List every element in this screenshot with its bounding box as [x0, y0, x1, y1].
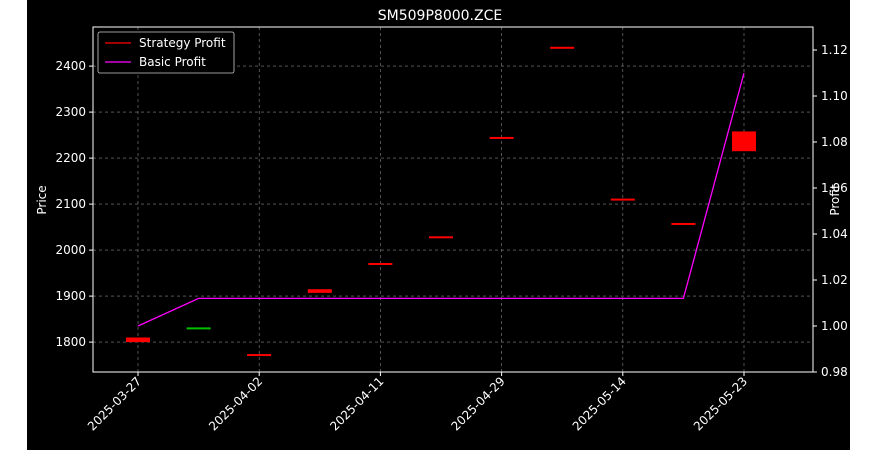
candle-body: [671, 222, 696, 225]
y2-tick-label: 1.02: [821, 273, 848, 287]
chart-figure: 2025-03-27 2025-04-02 2025-04-11 2025-04-29…: [27, 0, 850, 450]
x-tick-label: 2025-04-29: [449, 374, 508, 433]
y2-axis-ticks: 0.98 1.00 1.02 1.04 1.06 1.08 1.10 1.12: [813, 43, 848, 379]
y-tick-label: 1800: [55, 335, 86, 349]
legend: Strategy Profit Basic Profit: [97, 31, 235, 74]
candle-body: [550, 46, 575, 49]
x-tick-label: 2025-04-02: [206, 374, 265, 433]
x-tick-label: 2025-05-23: [691, 374, 750, 433]
legend-basic-label: Basic Profit: [139, 55, 206, 69]
y2-tick-label: 1.06: [821, 181, 848, 195]
candlesticks: [126, 46, 756, 357]
y2-tick-label: 0.98: [821, 365, 848, 379]
x-tick-label: 2025-05-14: [570, 374, 629, 433]
y-axis-ticks: 1800 1900 2000 2100 2200 2300 2400: [55, 59, 93, 349]
y2-axis-label: Profit: [828, 184, 842, 216]
y2-tick-label: 1.00: [821, 319, 848, 333]
x-tick-label: 2025-03-27: [85, 374, 144, 433]
candle-body: [429, 236, 453, 239]
candle-body: [126, 337, 150, 343]
candle-body: [186, 327, 211, 330]
x-tick-label: 2025-04-11: [327, 374, 386, 433]
y-tick-label: 2200: [55, 151, 86, 165]
grid-lines: [93, 27, 813, 372]
candle-body: [489, 136, 514, 139]
y-tick-label: 2100: [55, 197, 86, 211]
y-tick-label: 2000: [55, 243, 86, 257]
x-axis-ticks: 2025-03-27 2025-04-02 2025-04-11 2025-04-29…: [85, 372, 750, 433]
legend-strategy-label: Strategy Profit: [139, 36, 226, 50]
basic-profit-line: [137, 72, 745, 327]
y2-tick-label: 1.12: [821, 43, 848, 57]
candle-body: [610, 198, 635, 201]
y2-tick-label: 1.08: [821, 135, 848, 149]
candle-body: [732, 131, 756, 152]
candle-body: [368, 262, 393, 265]
y-tick-label: 2300: [55, 105, 86, 119]
y-axis-label: Price: [35, 185, 49, 214]
plot-frame: [92, 26, 814, 373]
legend-box: [97, 31, 235, 74]
y-tick-label: 2400: [55, 59, 86, 73]
y-tick-label: 1900: [55, 289, 86, 303]
y2-tick-label: 1.04: [821, 227, 848, 241]
candle-body: [307, 289, 332, 293]
candle-body: [247, 354, 272, 357]
chart-title: SM509P8000.ZCE: [378, 8, 502, 24]
y2-tick-label: 1.10: [821, 89, 848, 103]
chart-svg: 2025-03-27 2025-04-02 2025-04-11 2025-04-29…: [35, 8, 848, 433]
